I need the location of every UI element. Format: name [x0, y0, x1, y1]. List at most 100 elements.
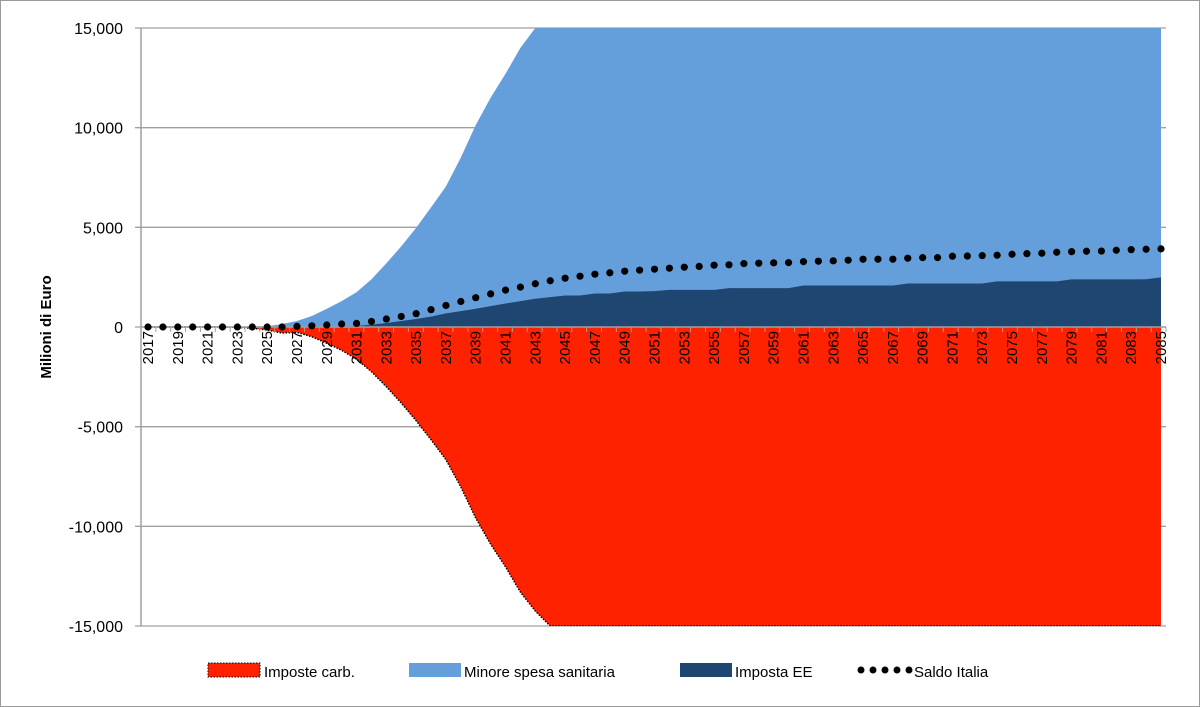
saldo-italia-point — [919, 254, 927, 262]
x-tick-label: 2053 — [676, 331, 693, 364]
x-tick-label: 2065 — [855, 331, 872, 364]
saldo-italia-point — [218, 323, 227, 331]
x-tick-label: 2073 — [974, 331, 991, 364]
x-tick-label: 2059 — [766, 331, 783, 364]
saldo-italia-point — [784, 259, 793, 267]
x-tick-label: 2085 — [1153, 331, 1170, 364]
plot-areas — [148, 28, 1161, 626]
saldo-italia-point — [472, 294, 480, 302]
x-tick-label: 2029 — [319, 331, 336, 364]
saldo-italia-point — [650, 265, 659, 273]
y-tick-label: -10,000 — [69, 519, 123, 536]
saldo-italia-point — [963, 252, 971, 260]
saldo-italia-point — [248, 323, 256, 331]
saldo-italia-point — [427, 306, 435, 314]
saldo-italia-point — [561, 274, 569, 282]
x-tick-label: 2025 — [259, 331, 276, 364]
y-tick-label: 0 — [114, 320, 123, 337]
saldo-italia-point — [1008, 250, 1016, 258]
saldo-italia-point — [889, 255, 897, 263]
saldo-italia-point — [159, 323, 167, 331]
area-minore-spesa-sanitaria — [148, 28, 1161, 327]
legend-label-imposta-ee: Imposta EE — [735, 664, 813, 681]
x-tick-label: 2081 — [1093, 331, 1110, 364]
saldo-italia-point — [293, 322, 301, 331]
saldo-italia-point — [948, 252, 957, 260]
legend-swatch-imposta-ee — [680, 663, 732, 677]
x-tick-label: 2033 — [378, 331, 395, 364]
saldo-italia-point — [755, 259, 763, 267]
saldo-italia-point — [516, 283, 525, 291]
x-tick-label: 2063 — [825, 331, 842, 364]
x-tick-label: 2045 — [557, 331, 574, 364]
saldo-italia-point — [621, 267, 629, 275]
saldo-italia-point — [710, 261, 718, 269]
x-tick-label: 2069 — [915, 331, 932, 364]
x-tick-label: 2031 — [349, 331, 366, 364]
saldo-italia-point — [144, 323, 152, 331]
saldo-italia-point — [308, 322, 316, 330]
saldo-italia-point — [487, 290, 495, 298]
x-tick-label: 2049 — [617, 331, 634, 364]
x-tick-label: 2039 — [468, 331, 485, 364]
saldo-italia-point — [382, 315, 390, 323]
x-tick-label: 2083 — [1123, 331, 1140, 364]
x-tick-label: 2079 — [1064, 331, 1081, 364]
saldo-italia-point — [1053, 248, 1061, 256]
saldo-italia-point — [695, 262, 703, 271]
saldo-italia-point — [278, 323, 286, 331]
saldo-italia-point — [725, 261, 733, 269]
saldo-italia-point — [1082, 247, 1091, 255]
saldo-italia-point — [680, 263, 688, 271]
saldo-italia-point — [874, 255, 882, 263]
saldo-italia-point — [174, 323, 182, 331]
y-axis-label: Milioni di Euro — [38, 275, 55, 378]
saldo-italia-point — [546, 277, 554, 285]
saldo-italia-point — [1038, 249, 1046, 257]
saldo-italia-point — [740, 260, 748, 268]
x-tick-label: 2075 — [1004, 331, 1021, 364]
x-tick-label: 2067 — [885, 331, 902, 364]
saldo-italia-point — [799, 258, 808, 266]
legend-swatch-imposte-carb — [207, 662, 261, 678]
x-tick-label: 2023 — [229, 331, 246, 364]
legend-label-minore-spesa: Minore spesa sanitaria — [464, 664, 616, 681]
legend: Imposte carb. Minore spesa sanitaria Imp… — [207, 662, 989, 681]
x-tick-label: 2047 — [587, 331, 604, 364]
x-tick-label: 2027 — [289, 331, 306, 364]
saldo-italia-point — [1127, 246, 1135, 254]
x-tick-label: 2043 — [527, 331, 544, 364]
saldo-italia-point — [412, 310, 420, 318]
x-tick-label: 2057 — [736, 331, 753, 364]
saldo-italia-point — [1097, 247, 1106, 255]
x-tick-label: 2019 — [170, 331, 187, 364]
saldo-italia-point — [904, 254, 912, 262]
legend-label-saldo-italia: Saldo Italia — [914, 664, 989, 681]
saldo-italia-point — [442, 301, 450, 310]
saldo-italia-point — [844, 256, 852, 264]
saldo-italia-point — [352, 319, 361, 328]
saldo-italia-point — [1142, 245, 1150, 253]
saldo-italia-point — [457, 297, 465, 306]
saldo-italia-point — [233, 323, 241, 331]
saldo-italia-point — [591, 270, 599, 278]
x-tick-labels: 2017 2019 2021 2023 2025 2027 2029 2031 2033 2035… — [140, 331, 1170, 364]
saldo-italia-point — [829, 257, 837, 265]
saldo-italia-point — [933, 254, 942, 262]
saldo-italia-point — [1068, 248, 1076, 256]
saldo-italia-point — [606, 269, 614, 277]
y-tick-label: 10,000 — [74, 121, 123, 138]
saldo-italia-point — [859, 255, 867, 263]
saldo-italia-point — [993, 251, 1001, 259]
legend-label-imposte-carb: Imposte carb. — [264, 664, 355, 681]
saldo-italia-point — [576, 272, 584, 280]
y-tick-label: -15,000 — [69, 619, 123, 636]
x-tick-label: 2071 — [944, 331, 961, 364]
saldo-italia-point — [323, 321, 331, 329]
y-tick-label: 5,000 — [83, 220, 123, 237]
x-tick-label: 2037 — [438, 331, 455, 364]
saldo-italia-point — [1023, 250, 1031, 258]
saldo-italia-point — [501, 286, 510, 294]
